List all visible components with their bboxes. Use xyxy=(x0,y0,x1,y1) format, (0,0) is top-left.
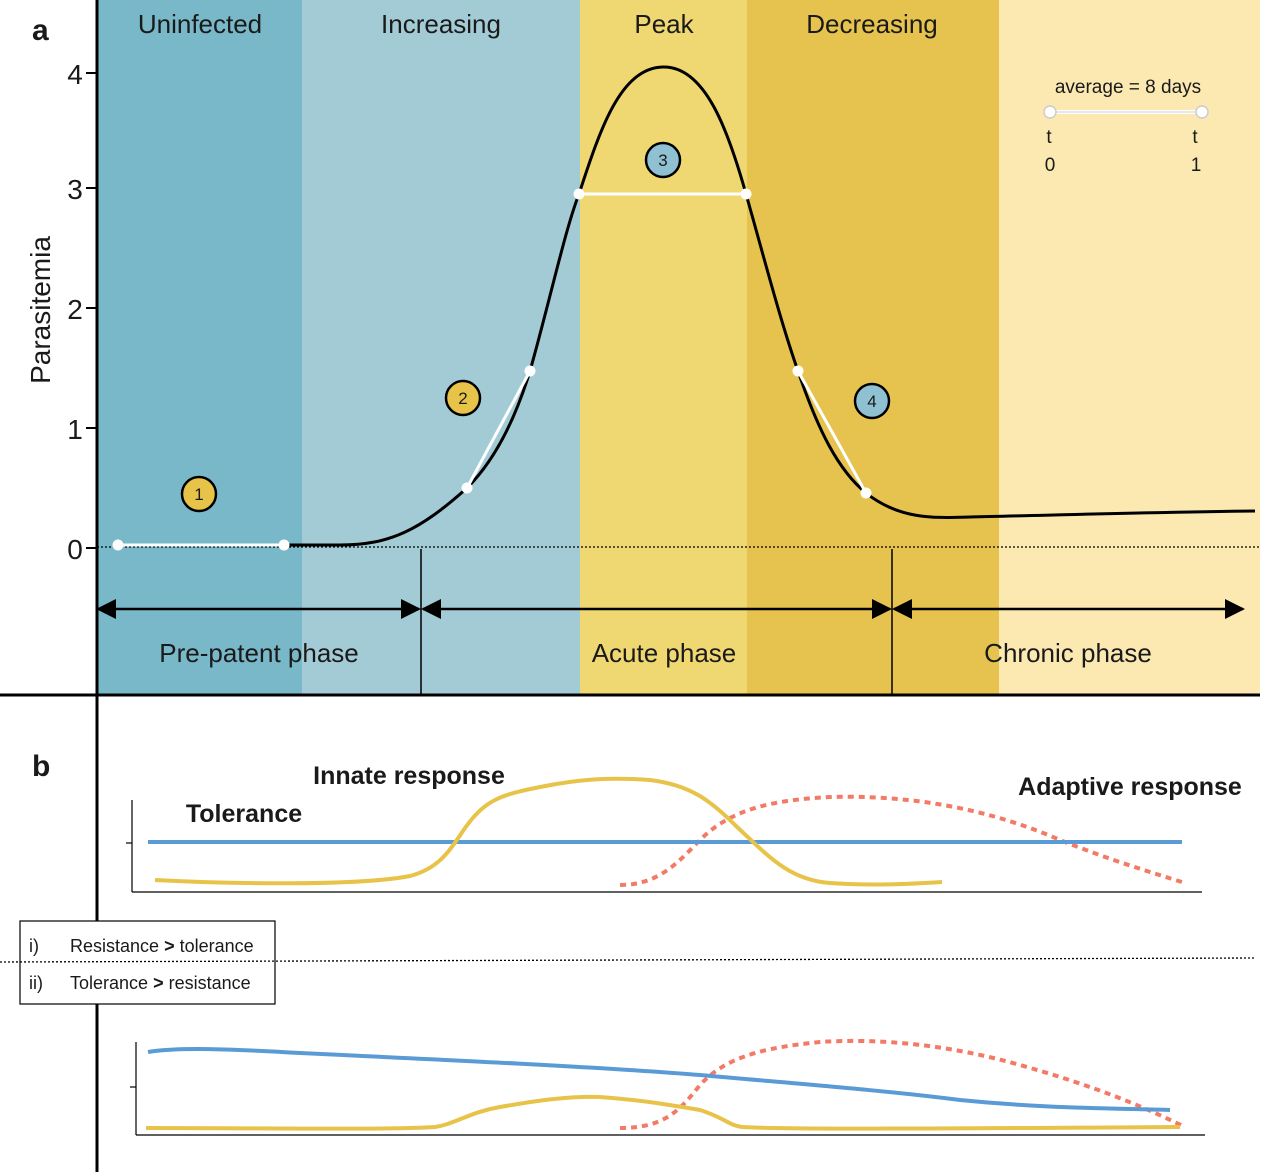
point xyxy=(112,539,124,551)
stage-title-decreasing: Decreasing xyxy=(806,9,938,39)
y-axis-label: Parasitemia xyxy=(25,236,56,384)
stage-title-peak: Peak xyxy=(634,9,694,39)
curve-points xyxy=(112,188,872,551)
point xyxy=(278,539,290,551)
phase-label-acute: Acute phase xyxy=(592,638,737,668)
point xyxy=(573,188,585,200)
stage-bg-decreasing xyxy=(747,0,999,695)
chart-i-innate-curve xyxy=(154,776,943,887)
point xyxy=(461,482,473,494)
chart-ii-tolerance-curve xyxy=(147,1047,1171,1112)
chart-i-adaptive-curve xyxy=(619,794,1186,887)
chart-ii-axes xyxy=(130,1042,1205,1136)
point xyxy=(524,365,536,377)
legend-numeral-ii: ii) xyxy=(29,973,43,993)
innate-response-label: Innate response xyxy=(313,762,505,790)
chart-i-axes xyxy=(126,800,1202,893)
marker-1: 1 xyxy=(180,475,218,513)
point xyxy=(860,487,872,499)
svg-text:3: 3 xyxy=(658,151,667,170)
marker-4: 4 xyxy=(853,382,891,420)
phase-label-prepatent: Pre-patent phase xyxy=(159,638,358,668)
panel-b-label: b xyxy=(32,750,50,783)
stage-backgrounds xyxy=(97,0,1260,695)
y-tick-label-2: 2 xyxy=(67,294,83,325)
legend-text-i: Resistance > tolerance xyxy=(70,936,254,956)
stage-bg-uninfected xyxy=(97,0,302,695)
scale-bar-label: average = 8 days xyxy=(1055,77,1201,98)
y-tick-label-4: 4 xyxy=(67,59,83,90)
svg-text:4: 4 xyxy=(867,392,876,411)
curve-segments xyxy=(118,192,868,547)
y-tick-label-0: 0 xyxy=(67,534,83,565)
regime-legend: i) Resistance > tolerance ii) Tolerance … xyxy=(19,920,276,1005)
t1-label: t xyxy=(1192,127,1198,148)
legend-text-ii: Tolerance > resistance xyxy=(70,973,251,993)
regime-divider xyxy=(0,957,1256,963)
y-tick-label-1: 1 xyxy=(67,414,83,445)
svg-text:1: 1 xyxy=(194,485,203,504)
point xyxy=(792,365,804,377)
t0-sub: 0 xyxy=(1045,155,1056,176)
stage-bg-chronic xyxy=(999,0,1260,695)
t0-label: t xyxy=(1046,127,1052,148)
adaptive-response-label: Adaptive response xyxy=(1018,773,1242,801)
legend-numeral-i: i) xyxy=(29,936,39,956)
panel-a-label: a xyxy=(32,14,49,47)
marker-2: 2 xyxy=(444,379,482,417)
y-tick-label-3: 3 xyxy=(67,174,83,205)
stage-title-uninfected: Uninfected xyxy=(138,9,262,39)
t1-sub: 1 xyxy=(1191,155,1202,176)
parasitemia-curve xyxy=(118,65,1256,547)
chart-ii-adaptive-curve xyxy=(619,1038,1186,1130)
stage-bg-increasing xyxy=(302,0,580,695)
svg-text:2: 2 xyxy=(458,389,467,408)
y-ticks xyxy=(86,72,97,549)
phase-label-chronic: Chronic phase xyxy=(984,638,1152,668)
chart-ii-innate-curve xyxy=(145,1094,1181,1131)
marker-3: 3 xyxy=(644,141,682,179)
tolerance-label: Tolerance xyxy=(186,800,302,828)
scale-bar: average = 8 days t 0 t 1 xyxy=(1043,77,1209,176)
stage-bg-peak xyxy=(580,0,747,695)
point xyxy=(740,188,752,200)
stage-title-increasing: Increasing xyxy=(381,9,501,39)
